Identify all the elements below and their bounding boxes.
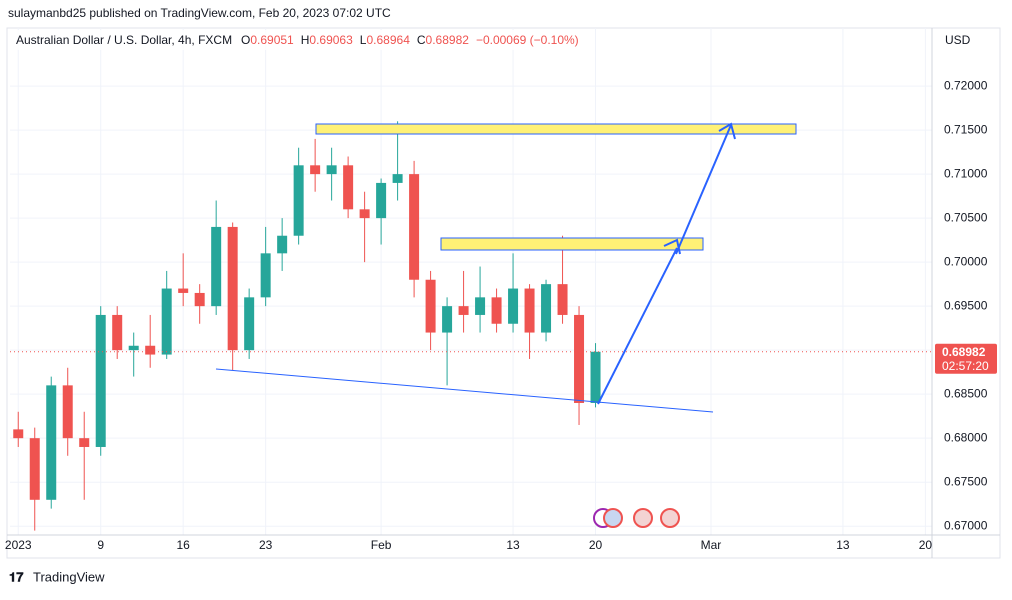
arrow xyxy=(675,124,732,255)
candle-body xyxy=(376,182,387,219)
candle-body xyxy=(128,345,139,351)
resistance-zone xyxy=(315,123,797,135)
candle-body xyxy=(161,288,172,355)
legend-bg xyxy=(8,30,578,50)
y-tick-label: 0.68000 xyxy=(944,430,988,444)
event-icon xyxy=(633,508,653,528)
ohlc-value: 0.69063 xyxy=(309,33,353,47)
candle-body xyxy=(524,288,535,333)
ohlc-value: 0.69051 xyxy=(250,33,294,47)
ohlc-label: H xyxy=(301,33,310,47)
candle-body xyxy=(145,345,156,355)
event-icon xyxy=(660,508,680,528)
candle-body xyxy=(326,165,337,175)
brand: TradingView xyxy=(33,569,105,584)
price-change: −0.00069 (−0.10%) xyxy=(476,33,579,47)
candle-body xyxy=(557,284,568,315)
candle-body xyxy=(574,314,585,403)
x-tick-label: 13 xyxy=(836,538,850,552)
published-line: sulaymanbd25 published on TradingView.co… xyxy=(8,6,391,20)
countdown-label: 02:57:20 xyxy=(942,359,989,373)
resistance-zone xyxy=(440,237,704,251)
x-tick-label: Feb xyxy=(371,538,392,552)
trend-line xyxy=(215,368,714,413)
candle-body xyxy=(277,235,288,254)
event-icon xyxy=(603,508,623,528)
x-tick-label: 23 xyxy=(259,538,273,552)
candle-body xyxy=(244,297,255,351)
candle-body xyxy=(359,209,370,219)
axis-unit: USD xyxy=(945,33,971,47)
arrow-head xyxy=(718,122,736,140)
ohlc-label: O xyxy=(241,33,250,47)
y-tick-label: 0.70500 xyxy=(944,210,988,224)
candle-body xyxy=(392,174,403,183)
candles xyxy=(13,121,601,531)
candle-body xyxy=(458,306,469,315)
candle-body xyxy=(95,314,106,447)
candle-body xyxy=(491,297,502,324)
y-tick-label: 0.67000 xyxy=(944,518,988,532)
candle-body xyxy=(293,165,304,236)
candle-body xyxy=(541,284,552,333)
y-tick-label: 0.68500 xyxy=(944,386,988,400)
candle-body xyxy=(211,226,222,307)
candle-body xyxy=(508,288,519,324)
candle-body xyxy=(13,429,24,439)
x-tick-label: 20 xyxy=(589,538,603,552)
ohlc-value: 0.68982 xyxy=(426,33,470,47)
candle-body xyxy=(442,306,453,333)
y-tick-label: 0.71000 xyxy=(944,166,988,180)
y-tick-label: 0.72000 xyxy=(944,78,988,92)
candle-body xyxy=(112,314,123,351)
candle-body xyxy=(79,438,90,447)
event-icons xyxy=(593,508,680,528)
candle-body xyxy=(475,297,486,315)
candle-body xyxy=(590,351,601,403)
ohlc-legend: O 0.69051 H 0.69063 L 0.68964 C 0.68982 −0.00069… xyxy=(241,33,579,47)
x-tick-label: 13 xyxy=(506,538,520,552)
y-tick-label: 0.71500 xyxy=(944,122,988,136)
x-tick-label: 16 xyxy=(177,538,191,552)
x-tick-label: 20 xyxy=(919,538,933,552)
ohlc-label: L xyxy=(360,33,367,47)
last-price-tag xyxy=(935,343,997,374)
y-tick-label: 0.67500 xyxy=(944,474,988,488)
candle-body xyxy=(343,165,354,210)
candle-body xyxy=(227,226,238,351)
x-tick-label: 9 xyxy=(97,538,104,552)
candle-body xyxy=(310,165,321,175)
candle-body xyxy=(46,385,57,500)
x-tick-label: Mar xyxy=(701,538,722,552)
candle-body xyxy=(29,438,40,500)
candle-body xyxy=(260,253,271,298)
candle-body xyxy=(409,174,420,280)
candle-body xyxy=(178,288,189,293)
ohlc-label: C xyxy=(417,33,426,47)
ohlc-value: 0.68964 xyxy=(366,33,410,47)
arrow xyxy=(597,247,678,405)
candle-body xyxy=(62,385,73,439)
last-price-label: 0.68982 xyxy=(942,345,986,359)
x-tick-label: 2023 xyxy=(5,538,32,552)
candle-body xyxy=(194,292,205,307)
candle-body xyxy=(425,279,436,333)
logo: 𝟏𝟕 TradingView xyxy=(9,569,105,584)
logo-mark: 𝟏𝟕 xyxy=(9,569,24,584)
y-tick-label: 0.70000 xyxy=(944,254,988,268)
symbol: Australian Dollar / U.S. Dollar, 4h, FXC… xyxy=(16,33,232,47)
chart-frame xyxy=(6,27,1001,559)
y-tick-label: 0.69500 xyxy=(944,298,988,312)
